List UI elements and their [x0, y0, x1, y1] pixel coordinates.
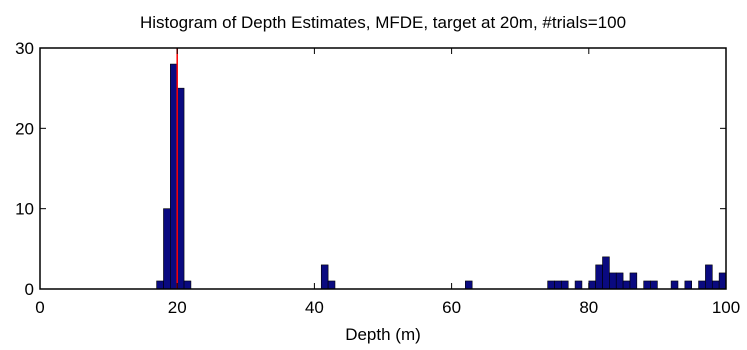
histogram-bar — [595, 264, 603, 290]
y-tick-label: 10 — [15, 200, 34, 219]
histogram-bar — [561, 280, 569, 290]
histogram-bar — [554, 280, 562, 290]
x-tick-label: 80 — [579, 298, 598, 317]
bars-group — [156, 63, 727, 290]
histogram-bar — [629, 272, 638, 290]
histogram-bar — [156, 280, 164, 290]
y-tick-label: 20 — [15, 119, 34, 138]
histogram-bar — [698, 280, 706, 290]
x-tick-label: 0 — [35, 298, 44, 317]
histogram-bar — [547, 280, 555, 290]
histogram-bar — [588, 280, 596, 290]
x-tick-label: 40 — [305, 298, 324, 317]
x-tick-label: 60 — [442, 298, 461, 317]
chart-title: Histogram of Depth Estimates, MFDE, targ… — [140, 13, 626, 32]
histogram-bar — [622, 280, 631, 290]
histogram-bar — [327, 280, 336, 290]
histogram-bar — [465, 280, 473, 290]
plot-frame — [39, 47, 727, 290]
histogram-bar — [705, 264, 713, 290]
x-axis-ticks: 0 20 40 60 80 100 — [35, 48, 740, 317]
histogram-bar — [163, 208, 171, 290]
y-tick-label: 0 — [25, 280, 34, 299]
histogram-bar — [670, 280, 679, 290]
histogram-bar — [711, 280, 720, 290]
histogram-bar — [176, 87, 185, 290]
histogram-bar — [170, 63, 178, 290]
histogram-bar — [320, 264, 329, 290]
histogram-bar — [650, 280, 658, 290]
histogram-bar — [574, 280, 583, 290]
y-tick-label: 30 — [15, 39, 34, 58]
histogram-bar — [615, 272, 624, 290]
histogram-bar — [183, 280, 192, 290]
histogram-bar — [643, 280, 651, 290]
y-axis-ticks: 0 10 20 30 — [15, 39, 726, 299]
x-tick-label: 20 — [168, 298, 187, 317]
histogram-bar — [602, 256, 610, 290]
histogram-bar — [718, 272, 727, 290]
histogram-bar — [609, 272, 617, 290]
histogram-bar — [684, 280, 693, 290]
x-axis-label: Depth (m) — [345, 325, 421, 344]
x-tick-label: 100 — [712, 298, 740, 317]
